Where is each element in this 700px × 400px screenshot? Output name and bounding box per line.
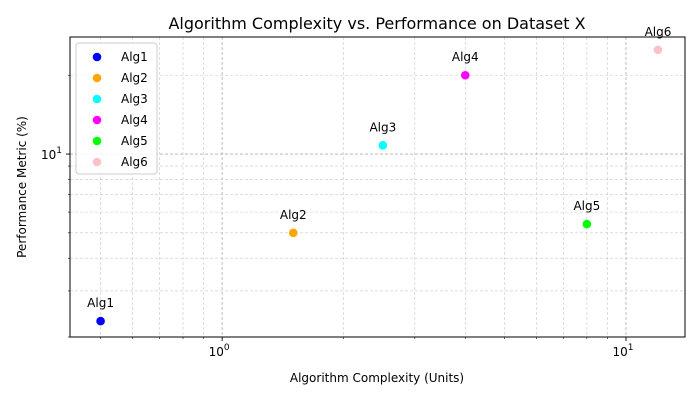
- point-label-alg2: Alg2: [280, 208, 307, 222]
- legend-marker-alg3: [92, 94, 102, 104]
- legend-label-alg5: Alg5: [121, 134, 148, 148]
- point-alg2: [288, 228, 298, 238]
- point-alg4: [460, 70, 470, 80]
- x-tick-label: 101: [612, 343, 633, 359]
- legend-marker-alg1: [92, 52, 102, 62]
- legend-label-alg4: Alg4: [121, 113, 148, 127]
- point-label-alg1: Alg1: [87, 296, 114, 310]
- legend-marker-alg4: [92, 115, 102, 125]
- x-axis-ticks: 100 101: [100, 337, 633, 359]
- data-points: [96, 45, 663, 326]
- point-label-alg5: Alg5: [573, 199, 600, 213]
- x-axis-label: Algorithm Complexity (Units): [290, 371, 464, 385]
- x-tick-label: 100: [209, 343, 230, 359]
- legend-label-alg3: Alg3: [121, 92, 148, 106]
- point-alg1: [96, 316, 105, 326]
- y-tick-label: 101: [41, 146, 62, 162]
- legend-marker-alg2: [92, 73, 102, 83]
- legend-label-alg6: Alg6: [121, 155, 148, 169]
- legend-marker-alg6: [92, 157, 102, 167]
- grid: [70, 37, 685, 338]
- legend-label-alg1: Alg1: [121, 50, 148, 64]
- chart-title: Algorithm Complexity vs. Performance on …: [168, 14, 585, 33]
- legend-marker-alg5: [92, 136, 102, 146]
- point-label-alg4: Alg4: [452, 50, 479, 64]
- point-alg3: [378, 140, 388, 150]
- point-label-alg6: Alg6: [645, 25, 672, 39]
- legend: Alg1 Alg2 Alg3 Alg4 Alg5 Alg6: [75, 42, 158, 175]
- point-label-alg3: Alg3: [369, 120, 396, 134]
- point-labels: Alg1 Alg2 Alg3 Alg4 Alg5 Alg6: [87, 25, 671, 310]
- plot-frame: [69, 36, 686, 338]
- y-axis-ticks: 101: [41, 74, 70, 338]
- point-alg5: [582, 219, 592, 229]
- y-axis-label: Performance Metric (%): [15, 116, 29, 258]
- point-alg6: [653, 45, 663, 55]
- legend-label-alg2: Alg2: [121, 71, 148, 85]
